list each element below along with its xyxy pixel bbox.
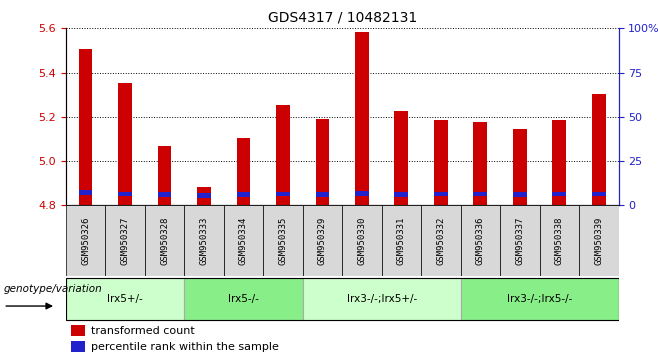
Bar [79,49,92,205]
Text: GSM950327: GSM950327 [120,217,130,265]
Bar [552,192,566,196]
Bar [71,341,85,353]
Bar [71,325,85,336]
Bar [355,191,368,196]
Bar [276,192,290,196]
Bar [395,192,408,197]
Bar [237,138,250,205]
Text: GSM950329: GSM950329 [318,217,327,265]
Bar [224,205,263,276]
Bar [79,190,92,195]
Bar [342,205,382,276]
Text: GSM950336: GSM950336 [476,217,485,265]
Text: GSM950335: GSM950335 [278,217,288,265]
Text: percentile rank within the sample: percentile rank within the sample [91,342,278,352]
Bar [118,82,132,205]
Bar [263,205,303,276]
Bar [315,192,329,197]
Bar [552,120,566,205]
Text: GSM950331: GSM950331 [397,217,406,265]
Bar [434,120,447,205]
Text: GSM950328: GSM950328 [160,217,169,265]
Text: GSM950332: GSM950332 [436,217,445,265]
Text: lrx3-/-;lrx5-/-: lrx3-/-;lrx5-/- [507,294,572,304]
Text: GSM950334: GSM950334 [239,217,248,265]
Bar [184,205,224,276]
Bar [157,192,171,197]
Bar [461,205,500,276]
Bar [197,193,211,198]
Bar [500,205,540,276]
Text: GSM950326: GSM950326 [81,217,90,265]
Text: GSM950333: GSM950333 [199,217,209,265]
Bar [157,145,171,205]
Bar [66,278,184,320]
Text: GSM950339: GSM950339 [594,217,603,265]
Bar [579,205,619,276]
Bar [355,32,368,205]
Bar [473,192,487,196]
Bar [315,119,329,205]
Text: GSM950330: GSM950330 [357,217,367,265]
Bar [184,278,303,320]
Bar [461,278,619,320]
Bar [237,192,250,197]
Bar [434,192,447,196]
Bar [66,205,105,276]
Bar [513,129,526,205]
Text: transformed count: transformed count [91,326,194,336]
Bar [395,111,408,205]
Bar [592,192,605,196]
Text: lrx5-/-: lrx5-/- [228,294,259,304]
Bar [303,205,342,276]
Bar [382,205,421,276]
Bar [276,105,290,205]
Text: genotype/variation: genotype/variation [3,284,102,294]
Bar [421,205,461,276]
Bar [540,205,579,276]
Text: lrx5+/-: lrx5+/- [107,294,143,304]
Bar [145,205,184,276]
Bar [473,122,487,205]
Bar [303,278,461,320]
Bar [118,192,132,196]
Title: GDS4317 / 10482131: GDS4317 / 10482131 [268,10,417,24]
Bar [197,187,211,205]
Bar [513,192,526,197]
Text: lrx3-/-;lrx5+/-: lrx3-/-;lrx5+/- [347,294,417,304]
Bar [105,205,145,276]
Bar [592,93,605,205]
Text: GSM950338: GSM950338 [555,217,564,265]
Text: GSM950337: GSM950337 [515,217,524,265]
